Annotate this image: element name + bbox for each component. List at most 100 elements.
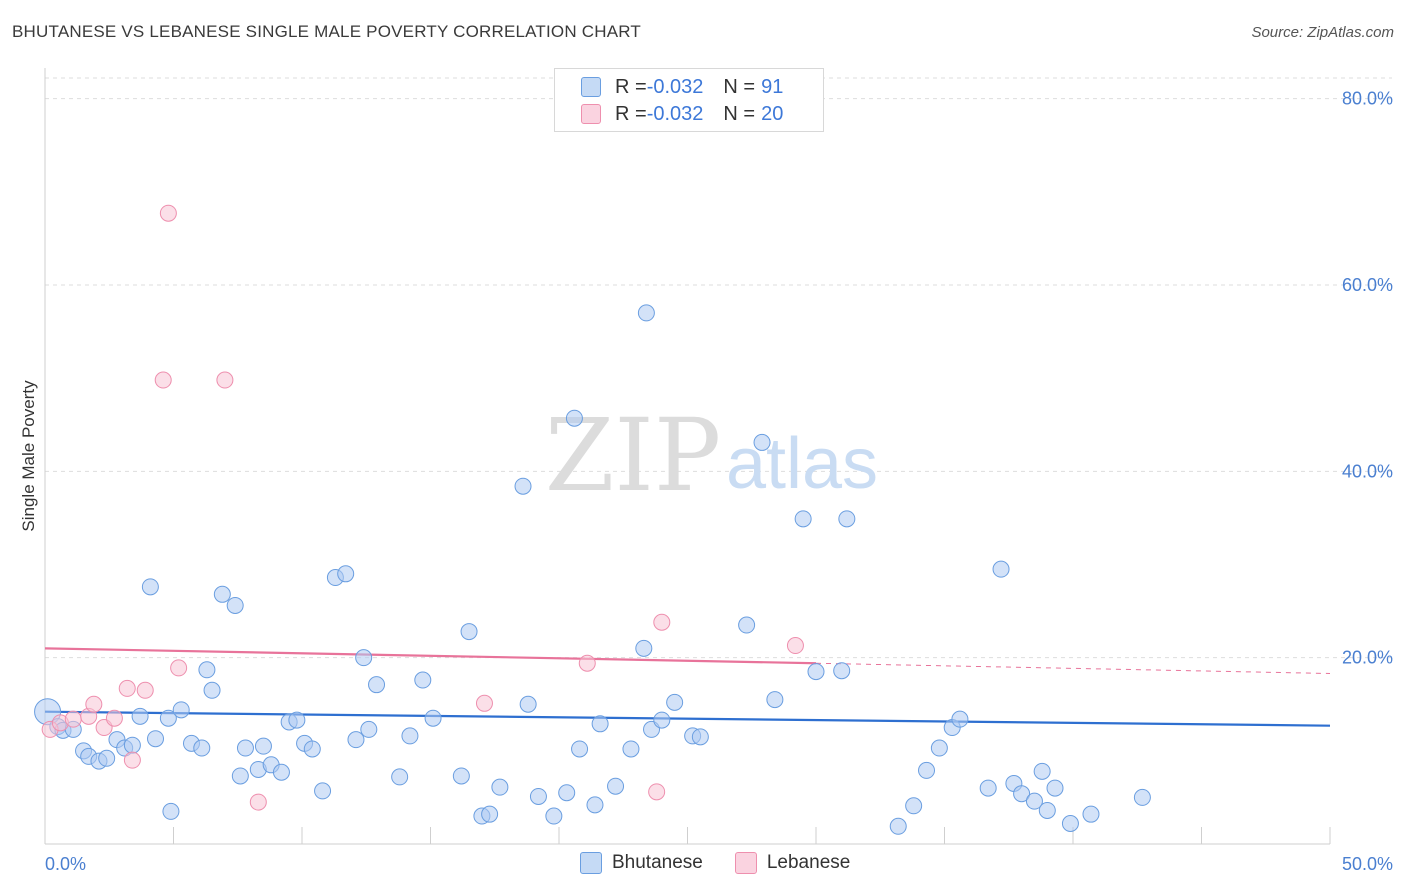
x-tick-label: 0.0% <box>45 854 86 874</box>
point-bhutanese <box>131 707 149 725</box>
point-bhutanese <box>452 767 470 785</box>
point-lebanese <box>249 793 267 811</box>
point-bhutanese <box>226 596 244 614</box>
point-bhutanese <box>635 639 653 657</box>
point-bhutanese <box>889 817 907 835</box>
point-bhutanese <box>992 560 1010 578</box>
point-bhutanese <box>691 728 709 746</box>
point-bhutanese <box>622 740 640 758</box>
point-bhutanese <box>607 777 625 795</box>
point-lebanese <box>105 709 123 727</box>
point-bhutanese <box>288 711 306 729</box>
trend-line-bhutanese <box>44 710 1331 727</box>
point-bhutanese <box>738 616 756 634</box>
point-bhutanese <box>368 676 386 694</box>
trend-line-lebanese <box>815 662 1331 674</box>
point-bhutanese <box>653 711 671 729</box>
point-lebanese <box>786 637 804 655</box>
series-swatch-blue <box>580 852 602 874</box>
point-bhutanese <box>147 730 165 748</box>
point-bhutanese <box>807 663 825 681</box>
data-points <box>34 204 1151 835</box>
y-tick-label: 20.0% <box>1342 648 1393 668</box>
correlation-legend: R = -0.032 N = 91 R = -0.032 N = 20 <box>554 68 824 132</box>
watermark: ZIP atlas <box>545 397 878 514</box>
point-bhutanese <box>591 715 609 733</box>
point-bhutanese <box>254 737 272 755</box>
series-label: Bhutanese <box>612 852 703 873</box>
point-lebanese <box>475 694 493 712</box>
trend-line-lebanese <box>44 647 817 665</box>
series-swatch-pink <box>734 852 757 874</box>
point-lebanese <box>64 710 82 728</box>
point-bhutanese <box>314 782 332 800</box>
point-bhutanese <box>794 510 812 528</box>
point-bhutanese <box>565 409 583 427</box>
point-bhutanese <box>401 727 419 745</box>
legend-row-bhutanese: R = -0.032 N = 91 <box>581 74 783 100</box>
point-lebanese <box>136 681 154 699</box>
tick-labels: 20.0% 40.0% 60.0% 80.0% 0.0% 50.0% <box>45 89 1393 874</box>
point-bhutanese <box>838 510 856 528</box>
point-lebanese <box>123 751 141 769</box>
legend-swatch-blue <box>581 77 601 97</box>
point-bhutanese <box>918 761 936 779</box>
series-legend: Bhutanese Lebanese <box>580 852 882 874</box>
point-bhutanese <box>833 662 851 680</box>
legend-r-label: R = <box>615 75 647 98</box>
point-bhutanese <box>1061 815 1079 833</box>
x-tick-label: 50.0% <box>1342 854 1393 874</box>
point-bhutanese <box>360 720 378 738</box>
legend-n-label: N = <box>723 102 756 125</box>
point-bhutanese <box>203 681 221 699</box>
point-bhutanese <box>355 649 373 667</box>
point-bhutanese <box>141 578 159 596</box>
grid-lines <box>45 77 1392 659</box>
point-bhutanese <box>1046 779 1064 797</box>
y-tick-label: 80.0% <box>1342 89 1393 109</box>
point-bhutanese <box>159 709 177 727</box>
point-lebanese <box>216 371 234 389</box>
point-bhutanese <box>930 739 948 757</box>
point-bhutanese <box>198 661 216 679</box>
source-label: Source: ZipAtlas.com <box>1251 24 1394 41</box>
point-bhutanese <box>213 585 231 603</box>
point-lebanese <box>159 204 177 222</box>
chart-title: BHUTANESE VS LEBANESE SINGLE MALE POVERT… <box>12 22 642 41</box>
legend-row-lebanese: R = -0.032 N = 20 <box>581 101 783 127</box>
point-bhutanese <box>1133 788 1151 806</box>
point-bhutanese <box>424 709 442 727</box>
point-bhutanese <box>347 731 365 749</box>
y-tick-label: 40.0% <box>1342 461 1393 481</box>
point-bhutanese <box>529 787 547 805</box>
point-bhutanese <box>272 763 290 781</box>
point-bhutanese <box>1038 801 1056 819</box>
point-lebanese <box>578 654 596 672</box>
watermark-atlas: atlas <box>726 424 878 504</box>
point-lebanese <box>653 613 671 631</box>
series-label: Lebanese <box>766 852 851 873</box>
point-bhutanese <box>1033 762 1051 780</box>
point-bhutanese <box>766 691 784 709</box>
point-bhutanese <box>951 710 969 728</box>
point-bhutanese <box>303 740 321 758</box>
series-legend-bhutanese: Bhutanese <box>580 852 703 874</box>
point-bhutanese <box>1025 792 1043 810</box>
point-bhutanese <box>460 623 478 641</box>
point-lebanese <box>170 659 188 677</box>
point-bhutanese <box>172 701 190 719</box>
point-bhutanese <box>558 784 576 802</box>
point-bhutanese <box>231 767 249 785</box>
point-bhutanese <box>1013 785 1031 803</box>
point-bhutanese <box>481 805 499 823</box>
legend-r-value: -0.032 <box>646 102 704 125</box>
point-bhutanese <box>571 740 589 758</box>
point-bhutanese <box>637 304 655 322</box>
y-axis-title: Single Male Poverty <box>19 380 38 532</box>
legend-n-value: 20 <box>761 102 784 125</box>
point-bhutanese <box>905 797 923 815</box>
point-bhutanese <box>337 565 355 583</box>
point-bhutanese <box>519 695 537 713</box>
point-bhutanese <box>491 778 509 796</box>
legend-swatch-pink <box>581 104 601 124</box>
